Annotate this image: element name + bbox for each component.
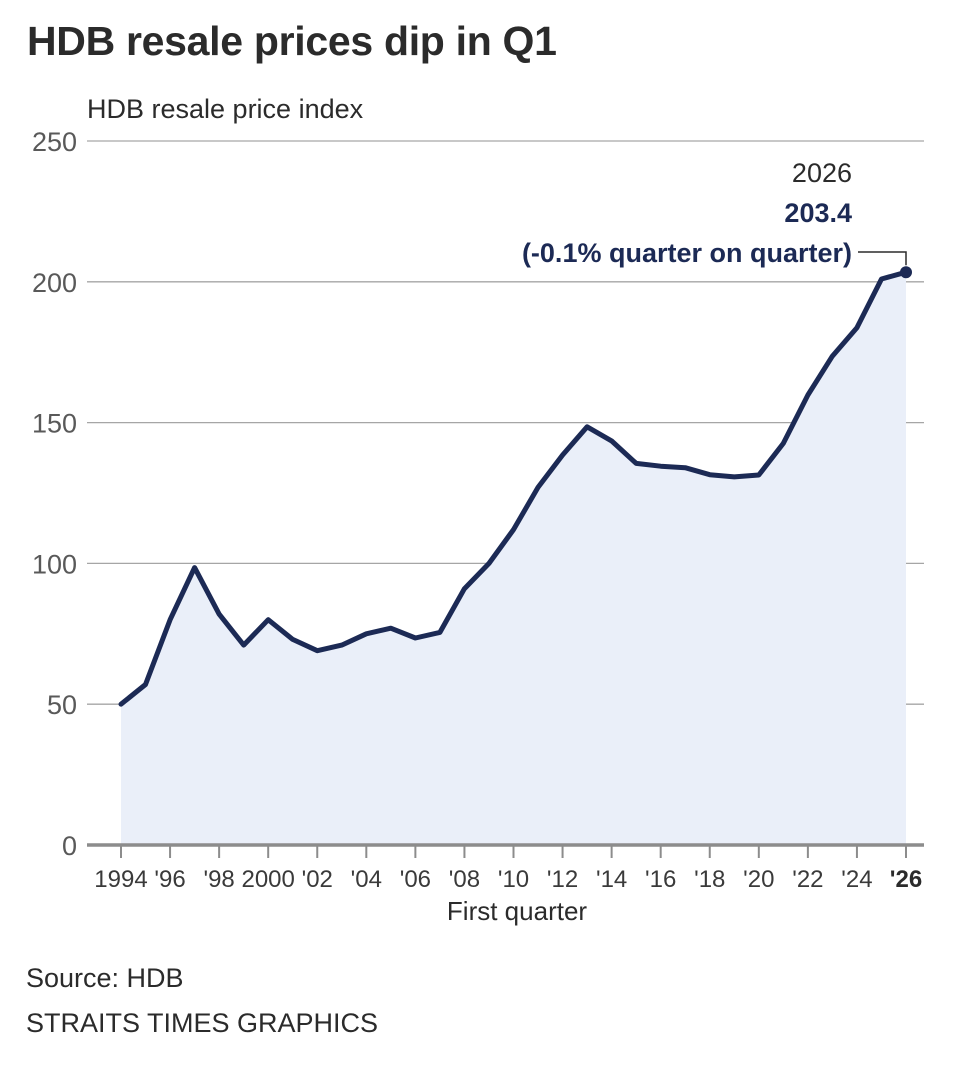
- x-tick-label: '18: [694, 866, 725, 893]
- x-axis-label: First quarter: [447, 896, 587, 926]
- x-tick-label: '02: [302, 866, 333, 893]
- y-axis-ticks: 0 50 100 150 200 250: [32, 127, 77, 861]
- area-fill: [121, 272, 906, 845]
- x-tick-label: '26: [890, 866, 922, 893]
- y-tick-label: 150: [32, 409, 77, 439]
- x-tick-label: '10: [498, 866, 529, 893]
- y-tick-label: 0: [62, 831, 77, 861]
- source-note: Source: HDB: [26, 963, 184, 993]
- x-tick-label: '20: [743, 866, 774, 893]
- chart-title: HDB resale prices dip in Q1: [27, 18, 557, 64]
- annotation-value: 203.4: [784, 198, 852, 228]
- credit-note: STRAITS TIMES GRAPHICS: [26, 1008, 379, 1038]
- x-tick-label: '08: [449, 866, 480, 893]
- x-tick-label: 2000: [241, 866, 294, 893]
- x-tick-label: '22: [792, 866, 823, 893]
- y-tick-label: 250: [32, 127, 77, 157]
- x-tick-label: '14: [596, 866, 627, 893]
- x-tick-label: '96: [154, 866, 185, 893]
- annotation-change: (-0.1% quarter on quarter): [522, 238, 852, 268]
- annotation-end-dot: [900, 266, 912, 279]
- annotation-leader-line: [858, 251, 907, 266]
- x-axis-ticks: 1994 '96 '98 2000 '02 '04 '06 '08 '10 '12 '14 '16 '1…: [94, 845, 922, 893]
- x-tick-label: '98: [203, 866, 234, 893]
- x-tick-label: '12: [547, 866, 578, 893]
- x-tick-label: '16: [645, 866, 676, 893]
- y-tick-label: 50: [47, 690, 77, 720]
- x-tick-label: '04: [351, 866, 382, 893]
- y-tick-label: 100: [32, 549, 77, 579]
- x-tick-label: '06: [400, 866, 431, 893]
- footer: Source: HDB STRAITS TIMES GRAPHICS: [26, 956, 378, 1046]
- y-axis-label: HDB resale price index: [87, 94, 364, 124]
- y-tick-label: 200: [32, 268, 77, 298]
- series-line: [118, 269, 909, 707]
- x-tick-label: '24: [841, 866, 872, 893]
- annotation: 2026 203.4 (-0.1% quarter on quarter): [522, 158, 912, 279]
- annotation-year: 2026: [792, 158, 852, 188]
- x-tick-label: 1994: [94, 866, 147, 893]
